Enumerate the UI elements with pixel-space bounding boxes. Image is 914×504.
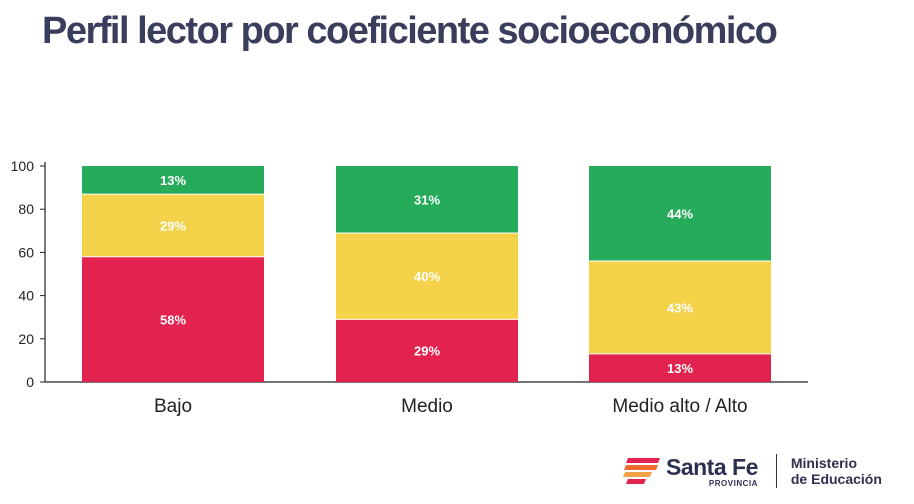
page-title: Perfil lector por coeficiente socioeconó… bbox=[42, 10, 778, 52]
bar-segment bbox=[589, 166, 771, 262]
y-tick-label: 0 bbox=[26, 374, 34, 390]
brand-name: Santa Fe bbox=[666, 453, 758, 480]
footer: Santa Fe PROVINCIA Ministerio de Educaci… bbox=[622, 452, 882, 490]
data-label: 13% bbox=[160, 173, 186, 188]
data-label: 31% bbox=[414, 192, 440, 207]
ministry-label: Ministerio de Educación bbox=[791, 455, 882, 487]
santa-fe-logo: Santa Fe PROVINCIA bbox=[622, 454, 758, 488]
x-category-label: Bajo bbox=[154, 396, 192, 417]
y-tick-label: 100 bbox=[11, 158, 35, 174]
bar-segment bbox=[82, 256, 264, 382]
bar-segment bbox=[82, 166, 264, 195]
brand-subtitle: PROVINCIA bbox=[708, 478, 758, 488]
x-category-label: Medio alto / Alto bbox=[612, 396, 747, 417]
data-label: 40% bbox=[414, 269, 440, 284]
ministry-line-2: de Educación bbox=[790, 471, 882, 487]
data-label: 44% bbox=[667, 207, 693, 222]
bar-segment bbox=[336, 166, 518, 233]
y-tick-label: 20 bbox=[18, 331, 34, 347]
stacked-bar-chart: 0 20 40 60 80 100 58% 29% 13% Bajo 29% 40% 31% Medio 1… bbox=[11, 158, 808, 417]
x-category-label: Medio bbox=[401, 396, 453, 417]
ministry-line-1: Ministerio bbox=[790, 455, 857, 471]
bar-segment bbox=[589, 353, 771, 382]
y-tick-label: 40 bbox=[18, 288, 34, 304]
data-label: 29% bbox=[160, 218, 186, 233]
data-label: 29% bbox=[414, 344, 440, 359]
data-label: 13% bbox=[667, 361, 693, 376]
bar-segment bbox=[82, 194, 264, 257]
footer-divider bbox=[775, 454, 777, 488]
bar-segment bbox=[589, 261, 771, 354]
y-tick-label: 80 bbox=[18, 201, 34, 217]
bar-segment bbox=[336, 319, 518, 382]
bar-segment bbox=[336, 232, 518, 320]
data-label: 43% bbox=[667, 300, 693, 315]
santa-fe-flag-icon bbox=[623, 458, 660, 484]
data-label: 58% bbox=[160, 312, 186, 327]
y-tick-label: 60 bbox=[18, 244, 34, 260]
